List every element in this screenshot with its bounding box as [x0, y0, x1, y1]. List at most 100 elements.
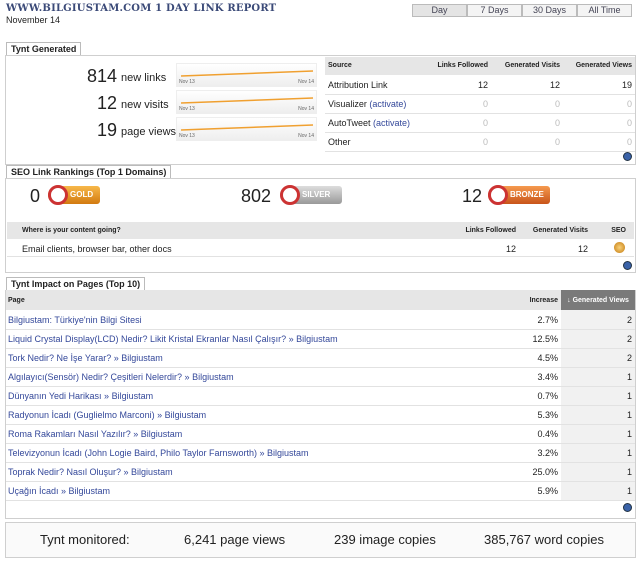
section-tab: Tynt Impact on Pages (Top 10) — [6, 277, 146, 290]
row-separator — [6, 424, 635, 425]
cell-value: 0 — [554, 137, 560, 147]
sparkline-line — [180, 70, 314, 77]
page-link[interactable]: Dünyanın Yedi Harikası » Bilgiustam — [8, 391, 154, 401]
row-separator — [6, 329, 635, 330]
period-tab[interactable]: 30 Days — [522, 4, 577, 17]
medal-count: 12 — [462, 186, 483, 206]
stat-label: new links — [121, 72, 167, 84]
source-name: Attribution Link — [328, 80, 388, 90]
row-separator — [7, 256, 634, 257]
column-header: Where is your content going? — [22, 227, 121, 234]
views: 1 — [626, 372, 632, 382]
monitored-box — [5, 522, 636, 558]
views: 2 — [626, 353, 632, 363]
column-header: Increase — [529, 297, 558, 304]
increase: 0.4% — [537, 429, 558, 439]
page-link[interactable]: Radyonun İcadı (Guglielmo Marconi) » Bil… — [8, 410, 207, 420]
cell-value: 12 — [549, 80, 560, 90]
source-name: Visualizer (activate) — [328, 99, 406, 109]
sparkline-line — [180, 97, 314, 104]
row-separator — [6, 405, 635, 406]
increase: 12.5% — [532, 334, 558, 344]
views: 1 — [626, 467, 632, 477]
section-tab: Tynt Generated — [6, 42, 82, 55]
destination: Email clients, browser bar, other docs — [22, 244, 172, 254]
cell-value: 0 — [626, 99, 632, 109]
row-separator — [6, 481, 635, 482]
column-header: Page — [8, 297, 25, 304]
cell-value: 12 — [577, 244, 588, 254]
stat-label: page views — [121, 126, 177, 138]
spark-label: Nov 14 — [298, 79, 314, 85]
column-header: Generated Visits — [504, 62, 560, 69]
stat-value: 814 — [86, 66, 117, 86]
medal-label: GOLD — [70, 190, 94, 199]
views: 2 — [626, 315, 632, 325]
report-title: WWW.BILGIUSTAM.COM 1 DAY LINK REPORT — [6, 3, 277, 14]
period-tab[interactable]: Day — [412, 4, 467, 17]
increase: 5.9% — [537, 486, 558, 496]
page-link[interactable]: Roma Rakamları Nasıl Yazılır? » Bilgiust… — [8, 429, 183, 439]
cell-value: 0 — [482, 137, 488, 147]
page-link[interactable]: Bilgiustam: Türkiye'nin Bilgi Sitesi — [8, 315, 142, 325]
spark-label: Nov 13 — [179, 106, 195, 112]
cell-value: 0 — [626, 137, 632, 147]
medal-label: BRONZE — [510, 190, 544, 199]
column-header: Generated Views — [575, 62, 632, 69]
column-header: Source — [328, 62, 352, 69]
info-icon[interactable] — [623, 261, 632, 270]
medal-emblem — [280, 185, 300, 205]
page-link[interactable]: Uçağın İcadı » Bilgiustam — [8, 486, 111, 496]
activate-link[interactable]: (activate) — [370, 118, 411, 128]
increase: 25.0% — [532, 467, 558, 477]
row-separator — [6, 348, 635, 349]
cell-value: 0 — [554, 118, 560, 128]
section-tab: SEO Link Rankings (Top 1 Domains) — [6, 165, 172, 178]
sparkline: Nov 13 Nov 14 — [176, 117, 317, 141]
page-link[interactable]: Toprak Nedir? Nasıl Oluşur? » Bilgiustam — [8, 467, 173, 477]
monitored-item: 385,767 word copies — [484, 532, 604, 547]
period-tab[interactable]: 7 Days — [467, 4, 522, 17]
medal-badge: GOLD — [48, 185, 100, 205]
source-label: AutoTweet — [328, 118, 371, 128]
page-link[interactable]: Liquid Crystal Display(LCD) Nedir? Likit… — [8, 334, 338, 344]
sparkline: Nov 13 Nov 14 — [176, 90, 317, 114]
section-box — [5, 178, 636, 273]
info-icon[interactable] — [623, 152, 632, 161]
period-tab[interactable]: All Time — [577, 4, 632, 17]
info-icon[interactable] — [623, 503, 632, 512]
sparkline: Nov 13 Nov 14 — [176, 63, 317, 87]
source-label: Visualizer — [328, 99, 367, 109]
spark-label: Nov 14 — [298, 106, 314, 112]
page-link[interactable]: Tork Nedir? Ne İşe Yarar? » Bilgiustam — [8, 353, 163, 363]
stat-value: 19 — [96, 120, 117, 140]
row-separator — [325, 132, 635, 133]
row-separator — [6, 386, 635, 387]
increase: 3.2% — [537, 448, 558, 458]
row-separator — [6, 367, 635, 368]
medal-count: 802 — [241, 186, 272, 206]
activate-link[interactable]: (activate) — [366, 99, 407, 109]
column-header[interactable]: ↓ Generated Views — [567, 297, 629, 304]
medal-badge: SILVER — [280, 185, 342, 205]
source-label: Attribution Link — [328, 80, 388, 90]
row-separator — [6, 500, 635, 501]
views: 1 — [626, 391, 632, 401]
increase: 5.3% — [537, 410, 558, 420]
stat-value: 12 — [96, 93, 117, 113]
increase: 3.4% — [537, 372, 558, 382]
page-link[interactable]: Algılayıcı(Sensör) Nedir? Çeşitleri Nele… — [8, 372, 234, 382]
column-header: Links Followed — [465, 227, 516, 234]
views: 1 — [626, 410, 632, 420]
column-header: SEO — [611, 227, 626, 234]
increase: 4.5% — [537, 353, 558, 363]
source-name: AutoTweet (activate) — [328, 118, 410, 128]
source-name: Other — [328, 137, 351, 147]
section-box — [5, 55, 636, 165]
page-link[interactable]: Televizyonun İcadı (John Logie Baird, Ph… — [8, 448, 309, 458]
seo-medal-icon — [614, 242, 625, 253]
cell-value: 12 — [505, 244, 516, 254]
spark-label: Nov 13 — [179, 79, 195, 85]
cell-value: 12 — [477, 80, 488, 90]
cell-value: 0 — [482, 118, 488, 128]
